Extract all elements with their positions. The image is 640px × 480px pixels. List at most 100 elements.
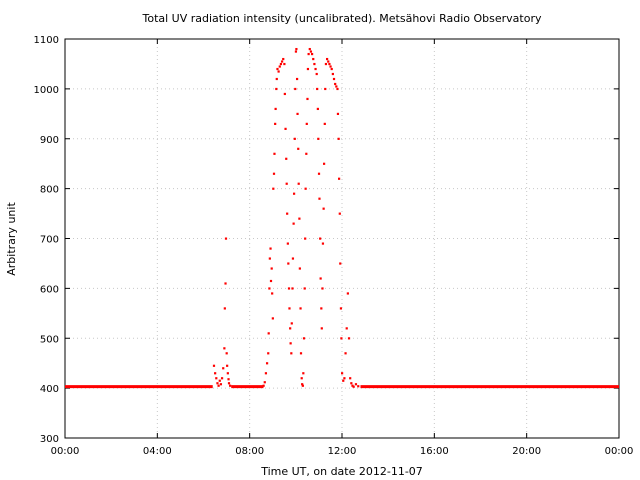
data-point	[319, 277, 322, 280]
data-point	[337, 177, 341, 180]
data-point	[340, 337, 343, 340]
chart-title: Total UV radiation intensity (uncalibrat…	[142, 12, 542, 25]
data-point	[324, 62, 328, 66]
data-point	[320, 307, 323, 310]
data-point	[352, 385, 355, 388]
data-point	[302, 372, 305, 375]
data-point	[279, 62, 283, 66]
data-point	[275, 77, 278, 81]
data-point	[304, 187, 307, 190]
y-tick-label: 300	[40, 434, 59, 445]
data-point	[301, 383, 304, 386]
data-point	[285, 157, 288, 160]
data-point	[303, 287, 306, 290]
data-point	[342, 379, 345, 382]
data-point	[331, 72, 334, 76]
data-point	[316, 107, 319, 111]
x-axis-label: Time UT, on date 2012-11-07	[260, 465, 423, 478]
data-point	[300, 377, 303, 380]
data-point	[298, 217, 301, 220]
data-point	[295, 47, 298, 51]
data-point	[269, 279, 273, 283]
y-tick-label: 900	[40, 135, 59, 146]
y-tick-label: 1100	[34, 35, 59, 46]
data-point	[272, 187, 275, 190]
data-point	[338, 212, 341, 215]
data-point	[270, 267, 273, 270]
data-point	[292, 192, 296, 195]
data-point	[226, 372, 229, 375]
data-point	[223, 307, 226, 310]
axis-ticks: 300 400 500 600 700 800 900 1000 1100 00:00 04:00 0…	[34, 35, 634, 457]
data-point	[302, 337, 306, 340]
data-point	[327, 60, 330, 63]
data-point	[347, 337, 351, 340]
data-point	[304, 237, 307, 240]
data-point	[334, 82, 337, 86]
data-point	[335, 85, 338, 88]
data-point	[298, 267, 301, 270]
data-point	[280, 60, 284, 63]
data-point	[267, 332, 270, 335]
data-point	[289, 327, 292, 330]
data-point	[289, 342, 292, 345]
data-point	[276, 67, 279, 71]
data-point	[272, 172, 276, 175]
data-point	[212, 364, 216, 367]
data-point	[322, 207, 325, 210]
grid-lines	[65, 39, 619, 438]
data-point	[287, 262, 290, 265]
data-point	[336, 87, 339, 91]
data-point	[274, 107, 277, 111]
data-point	[339, 262, 342, 265]
data-point	[286, 212, 289, 215]
data-point	[217, 384, 220, 387]
data-point	[296, 112, 299, 116]
data-point	[337, 137, 340, 140]
y-tick-label: 800	[40, 185, 59, 196]
data-point	[323, 122, 326, 125]
data-point	[271, 292, 274, 295]
data-point	[215, 377, 218, 380]
data-point	[317, 172, 321, 175]
data-point	[315, 72, 318, 76]
data-point	[224, 282, 227, 285]
data-point	[346, 292, 349, 295]
data-point	[216, 382, 219, 385]
data-point	[268, 257, 271, 260]
y-tick-label: 1000	[34, 85, 59, 96]
data-point	[294, 87, 297, 91]
data-point	[269, 247, 272, 250]
data-point	[288, 307, 291, 310]
data-point	[265, 362, 269, 365]
data-point	[305, 152, 308, 155]
data-point	[319, 237, 322, 240]
data-point	[219, 383, 223, 386]
data-point	[291, 287, 294, 290]
x-tick-label: 08:00	[235, 446, 264, 457]
y-tick-label: 600	[40, 284, 59, 295]
x-tick-label: 00:00	[51, 446, 80, 457]
data-point	[318, 197, 321, 200]
data-point	[344, 352, 347, 355]
x-tick-label: 20:00	[512, 446, 541, 457]
data-point	[308, 47, 311, 51]
data-point	[299, 352, 303, 355]
data-point	[225, 352, 228, 355]
data-point	[313, 62, 316, 66]
data-point	[293, 137, 296, 140]
data-points	[65, 47, 619, 389]
data-point	[336, 112, 340, 116]
data-point	[290, 352, 293, 355]
data-point	[301, 384, 304, 387]
data-point	[224, 237, 228, 240]
data-point	[357, 385, 360, 388]
data-point	[306, 67, 310, 71]
data-point	[328, 62, 331, 66]
data-point	[320, 327, 323, 330]
data-point	[307, 52, 310, 56]
x-tick-label: 12:00	[328, 446, 357, 457]
data-point	[309, 50, 313, 53]
data-point	[351, 384, 354, 387]
